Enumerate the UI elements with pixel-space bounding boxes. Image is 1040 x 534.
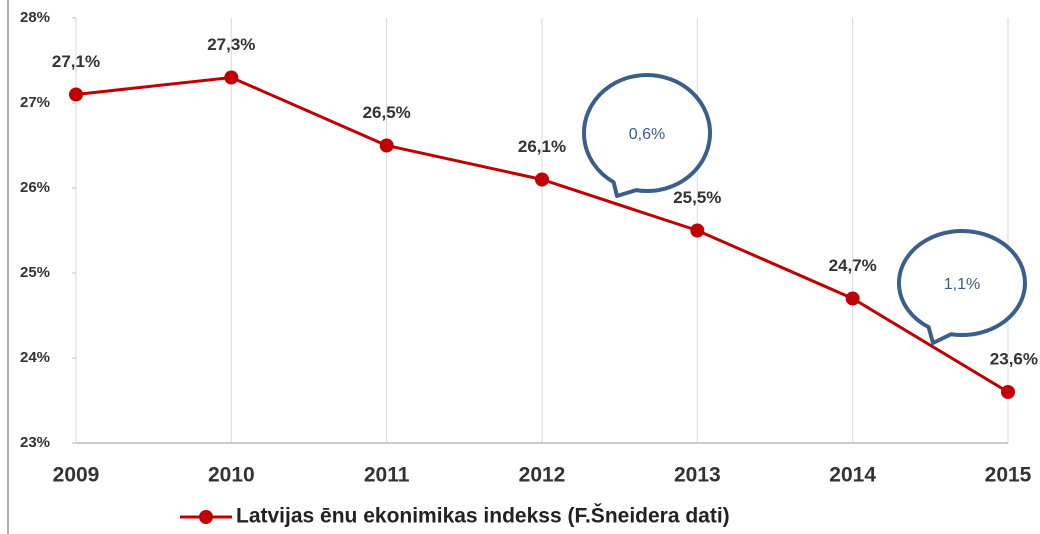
point xyxy=(69,87,83,102)
value-label: 24,7% xyxy=(829,256,877,275)
value-label: 27,1% xyxy=(52,52,100,71)
value-label: 23,6% xyxy=(990,349,1038,368)
value-label: 25,5% xyxy=(673,188,721,207)
point xyxy=(690,223,705,238)
y-tick-label: 24% xyxy=(20,349,50,366)
x-tick-label: 2010 xyxy=(208,464,255,487)
x-tick-label: 2013 xyxy=(674,464,721,487)
value-label: 26,5% xyxy=(363,103,411,122)
y-tick-label: 27% xyxy=(20,94,50,111)
speech-bubble xyxy=(897,229,1027,345)
speech-bubble xyxy=(582,73,712,198)
annotation: 1,1% xyxy=(944,276,980,293)
value-label: 26,1% xyxy=(518,137,566,156)
point xyxy=(535,172,549,187)
y-tick-label: 28% xyxy=(20,9,50,26)
y-tick-label: 25% xyxy=(20,264,50,281)
x-tick-label: 2009 xyxy=(53,464,100,487)
x-tick-label: 2014 xyxy=(829,464,876,487)
point xyxy=(845,291,860,306)
x-tick-label: 2012 xyxy=(519,464,566,487)
point xyxy=(224,70,239,85)
y-tick-label: 23% xyxy=(20,434,50,451)
point xyxy=(1001,385,1015,399)
y-tick-label: 26% xyxy=(20,179,50,196)
annotation: 0,6% xyxy=(629,126,665,143)
legend-marker xyxy=(199,510,213,524)
x-tick-label: 2015 xyxy=(985,464,1032,487)
legend-label: Latvijas ēnu ekonimikas indekss (F.Šneid… xyxy=(236,504,730,528)
value-label: 27,3% xyxy=(207,35,255,54)
point xyxy=(379,138,394,153)
x-tick-label: 2011 xyxy=(364,464,410,487)
